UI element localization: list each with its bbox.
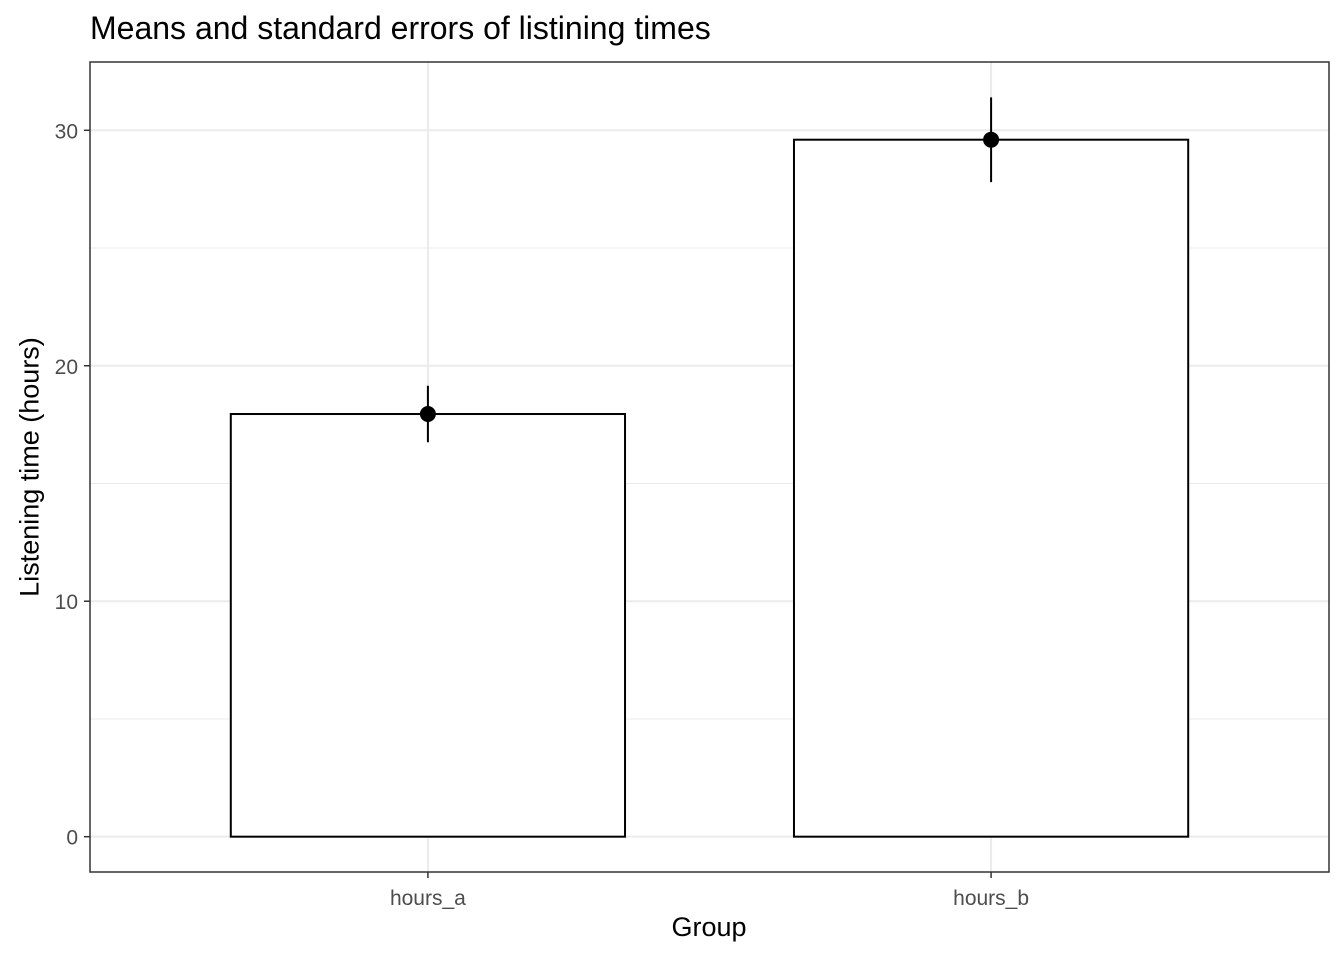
y-tick-label: 10 <box>55 591 78 614</box>
panel-border <box>89 61 1330 873</box>
bar-hours_a <box>229 413 627 838</box>
mean-point-hours_b <box>983 131 1000 148</box>
chart-title: Means and standard errors of listining t… <box>90 10 711 46</box>
x-tick-label: hours_a <box>390 887 466 910</box>
x-axis-title: Group <box>671 912 747 942</box>
x-tick-label: hours_b <box>953 887 1029 910</box>
y-tick-label: 20 <box>55 356 78 379</box>
y-tick-label: 0 <box>66 827 78 850</box>
y-tick-label: 30 <box>55 120 78 143</box>
bar-hours_b <box>792 138 1190 838</box>
y-axis-title: Listening time (hours) <box>14 337 45 597</box>
mean-point-hours_a <box>419 406 436 423</box>
